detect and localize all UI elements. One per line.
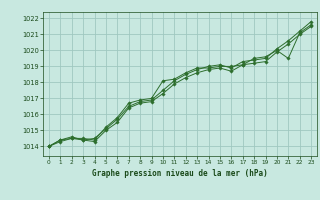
X-axis label: Graphe pression niveau de la mer (hPa): Graphe pression niveau de la mer (hPa) [92, 169, 268, 178]
